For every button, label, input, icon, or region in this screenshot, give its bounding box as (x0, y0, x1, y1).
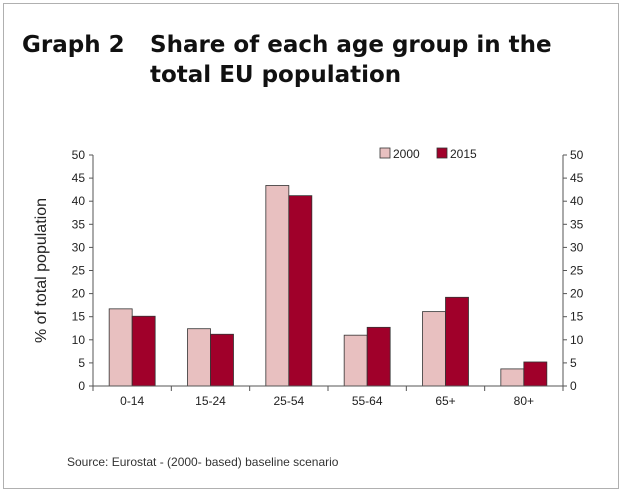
legend-swatch-2000 (379, 147, 391, 159)
bar-2000-80+ (500, 368, 525, 387)
y-tick-label-left: 50 (72, 148, 86, 162)
bar-2000-55-64 (343, 334, 368, 387)
legend-label-2000: 2000 (393, 147, 420, 161)
y-tick-label-right: 40 (570, 194, 584, 208)
graph-number: Graph 2 (22, 32, 125, 58)
bar-2000-65+ (422, 311, 446, 387)
y-tick-label-left: 20 (72, 287, 86, 301)
bar-2015-25-54 (288, 195, 313, 387)
legend-swatch-2015 (436, 147, 448, 159)
chart-title-line-2: total EU population (150, 62, 402, 88)
chart-title-line-1: Share of each age group in the (150, 32, 552, 58)
bar-2000-15-24 (187, 328, 211, 387)
y-tick-label-right: 50 (570, 148, 584, 162)
y-tick-label-left: 30 (72, 240, 86, 254)
x-tick-label-15-24: 15-24 (195, 394, 226, 408)
x-tick-label-0-14: 0-14 (120, 394, 144, 408)
x-tick-label-55-64: 55-64 (352, 394, 383, 408)
x-tick-label-65+: 65+ (435, 394, 455, 408)
bar-2015-55-64 (366, 326, 391, 387)
source-note: Source: Eurostat - (2000- based) baselin… (67, 455, 339, 469)
y-tick-label-right: 45 (570, 171, 584, 185)
y-tick-label-left: 45 (72, 171, 86, 185)
y-tick-label-left: 40 (72, 194, 86, 208)
y-tick-label-right: 30 (570, 240, 584, 254)
y-tick-label-left: 10 (72, 333, 86, 347)
y-tick-label-right: 25 (570, 264, 584, 278)
bar-2015-80+ (523, 361, 548, 387)
bar-2015-0-14 (131, 315, 156, 387)
y-tick-label-right: 35 (570, 217, 584, 231)
y-tick-label-right: 5 (570, 356, 577, 370)
y-tick-label-right: 15 (570, 310, 584, 324)
bar-2015-65+ (445, 296, 469, 387)
y-tick-label-left: 15 (72, 310, 86, 324)
y-tick-label-right: 20 (570, 287, 584, 301)
y-tick-label-left: 0 (78, 379, 85, 393)
bar-2000-0-14 (108, 308, 133, 387)
y-axis-label: % of total population (33, 198, 50, 343)
bar-2015-15-24 (210, 333, 234, 387)
y-tick-label-left: 25 (72, 264, 86, 278)
y-tick-label-left: 5 (78, 356, 85, 370)
x-tick-label-25-54: 25-54 (273, 394, 304, 408)
legend-label-2015: 2015 (450, 147, 477, 161)
y-tick-label-right: 10 (570, 333, 584, 347)
y-tick-label-right: 0 (570, 379, 577, 393)
bar-2000-25-54 (265, 185, 290, 387)
x-tick-label-80+: 80+ (514, 394, 534, 408)
y-tick-label-left: 35 (72, 217, 86, 231)
